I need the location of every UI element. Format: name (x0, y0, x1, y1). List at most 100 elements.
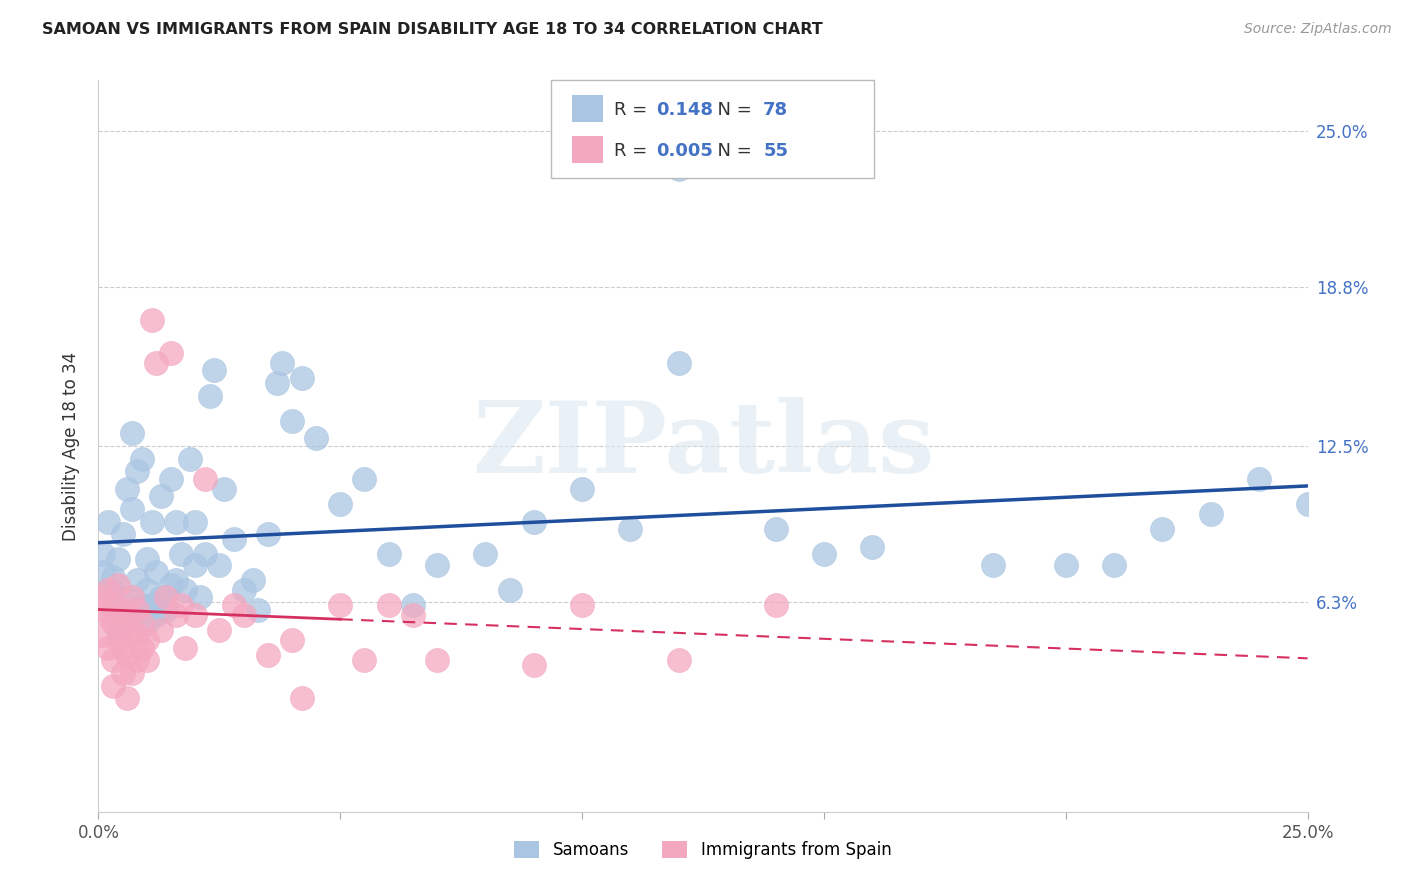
Point (111, 591, 134, 605)
Point (121, 502, 143, 516)
Point (141, 598, 163, 612)
Point (668, 161, 690, 176)
Point (165, 515, 187, 529)
Point (765, 522, 787, 536)
Point (222, 533, 245, 547)
Point (179, 451, 201, 466)
Point (247, 603, 270, 617)
Text: 78: 78 (763, 101, 789, 119)
Text: 0.148: 0.148 (657, 101, 713, 119)
Point (97, 515, 120, 529)
Point (111, 623, 134, 637)
Point (1296, 497, 1319, 511)
Point (169, 548, 191, 562)
Point (101, 653, 124, 667)
Point (111, 603, 134, 617)
Point (266, 376, 288, 390)
Point (212, 482, 235, 496)
Point (135, 633, 157, 648)
Point (91, 591, 114, 605)
Point (131, 640, 153, 655)
Point (121, 426, 143, 441)
Text: 0.005: 0.005 (657, 142, 713, 160)
Point (271, 356, 294, 370)
Point (135, 615, 157, 630)
Point (135, 653, 157, 667)
Point (256, 648, 278, 663)
Point (619, 522, 641, 536)
Point (97, 582, 120, 597)
Point (165, 573, 187, 587)
Point (111, 527, 134, 541)
Point (571, 598, 593, 612)
Point (1152, 522, 1174, 536)
Point (184, 558, 207, 572)
Point (91, 628, 114, 642)
Point (188, 591, 211, 605)
Point (402, 607, 425, 622)
Point (101, 598, 124, 612)
Point (160, 472, 183, 486)
Point (117, 607, 139, 622)
Point (107, 633, 129, 648)
Point (131, 615, 153, 630)
Point (184, 515, 207, 529)
Point (155, 603, 177, 617)
Point (256, 527, 278, 541)
Point (981, 558, 1004, 572)
Point (101, 615, 124, 630)
Point (305, 432, 328, 446)
Point (117, 648, 139, 663)
Point (377, 598, 399, 612)
Text: SAMOAN VS IMMIGRANTS FROM SPAIN DISABILITY AGE 18 TO 34 CORRELATION CHART: SAMOAN VS IMMIGRANTS FROM SPAIN DISABILI… (42, 22, 823, 37)
Point (107, 607, 129, 622)
Text: N =: N = (706, 142, 756, 160)
Y-axis label: Disability Age 18 to 34: Disability Age 18 to 34 (62, 351, 80, 541)
Point (91, 565, 114, 579)
Point (135, 552, 157, 566)
Point (127, 464, 149, 478)
Point (121, 607, 143, 622)
Point (198, 388, 221, 402)
Point (426, 558, 449, 572)
Point (101, 570, 124, 584)
Point (242, 573, 264, 587)
Text: 55: 55 (763, 142, 789, 160)
Point (127, 628, 149, 642)
Point (523, 658, 546, 673)
Point (194, 548, 217, 562)
Point (1102, 558, 1125, 572)
Point (141, 313, 163, 327)
Point (121, 628, 143, 642)
Text: N =: N = (706, 101, 756, 119)
Point (204, 363, 226, 377)
Point (111, 665, 134, 680)
Point (111, 640, 134, 655)
Point (145, 607, 167, 622)
Point (111, 603, 134, 617)
Point (353, 472, 375, 486)
Point (127, 653, 149, 667)
Point (97, 582, 120, 597)
Point (474, 548, 496, 562)
Point (426, 653, 449, 667)
Point (145, 356, 167, 370)
Point (155, 591, 177, 605)
Point (169, 598, 191, 612)
Point (160, 345, 183, 359)
Point (860, 540, 883, 554)
Point (117, 482, 139, 496)
Point (232, 607, 254, 622)
Point (498, 582, 520, 597)
Point (150, 591, 173, 605)
Point (97, 607, 120, 622)
Text: R =: R = (614, 142, 654, 160)
Point (523, 515, 546, 529)
Point (222, 598, 245, 612)
Legend: Samoans, Immigrants from Spain: Samoans, Immigrants from Spain (508, 834, 898, 865)
Point (194, 472, 217, 486)
Point (290, 691, 312, 706)
Point (765, 598, 787, 612)
Point (145, 565, 167, 579)
Point (1249, 472, 1271, 486)
